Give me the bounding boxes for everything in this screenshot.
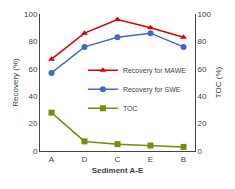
svg-text:60: 60 bbox=[28, 65, 37, 74]
svg-text:80: 80 bbox=[28, 37, 37, 46]
svg-text:C: C bbox=[115, 155, 121, 164]
svg-text:E: E bbox=[148, 155, 153, 164]
svg-text:40: 40 bbox=[198, 92, 207, 101]
svg-text:Recovery for SWE: Recovery for SWE bbox=[123, 86, 181, 94]
svg-text:Recovery for MAWE: Recovery for MAWE bbox=[123, 67, 186, 75]
svg-text:B: B bbox=[181, 155, 186, 164]
svg-text:60: 60 bbox=[198, 65, 207, 74]
svg-text:20: 20 bbox=[198, 119, 207, 128]
svg-text:100: 100 bbox=[24, 10, 38, 19]
svg-text:80: 80 bbox=[198, 37, 207, 46]
svg-text:0: 0 bbox=[198, 147, 203, 156]
svg-text:Recovery (%): Recovery (%) bbox=[11, 58, 20, 107]
svg-text:TOC (%): TOC (%) bbox=[214, 66, 223, 98]
svg-text:A: A bbox=[49, 155, 55, 164]
svg-text:40: 40 bbox=[28, 92, 37, 101]
svg-text:D: D bbox=[82, 155, 88, 164]
svg-text:0: 0 bbox=[33, 147, 38, 156]
svg-text:20: 20 bbox=[28, 119, 37, 128]
svg-text:Sediment A-E: Sediment A-E bbox=[92, 166, 144, 175]
svg-text:100: 100 bbox=[198, 10, 212, 19]
svg-text:TOC: TOC bbox=[123, 105, 138, 112]
